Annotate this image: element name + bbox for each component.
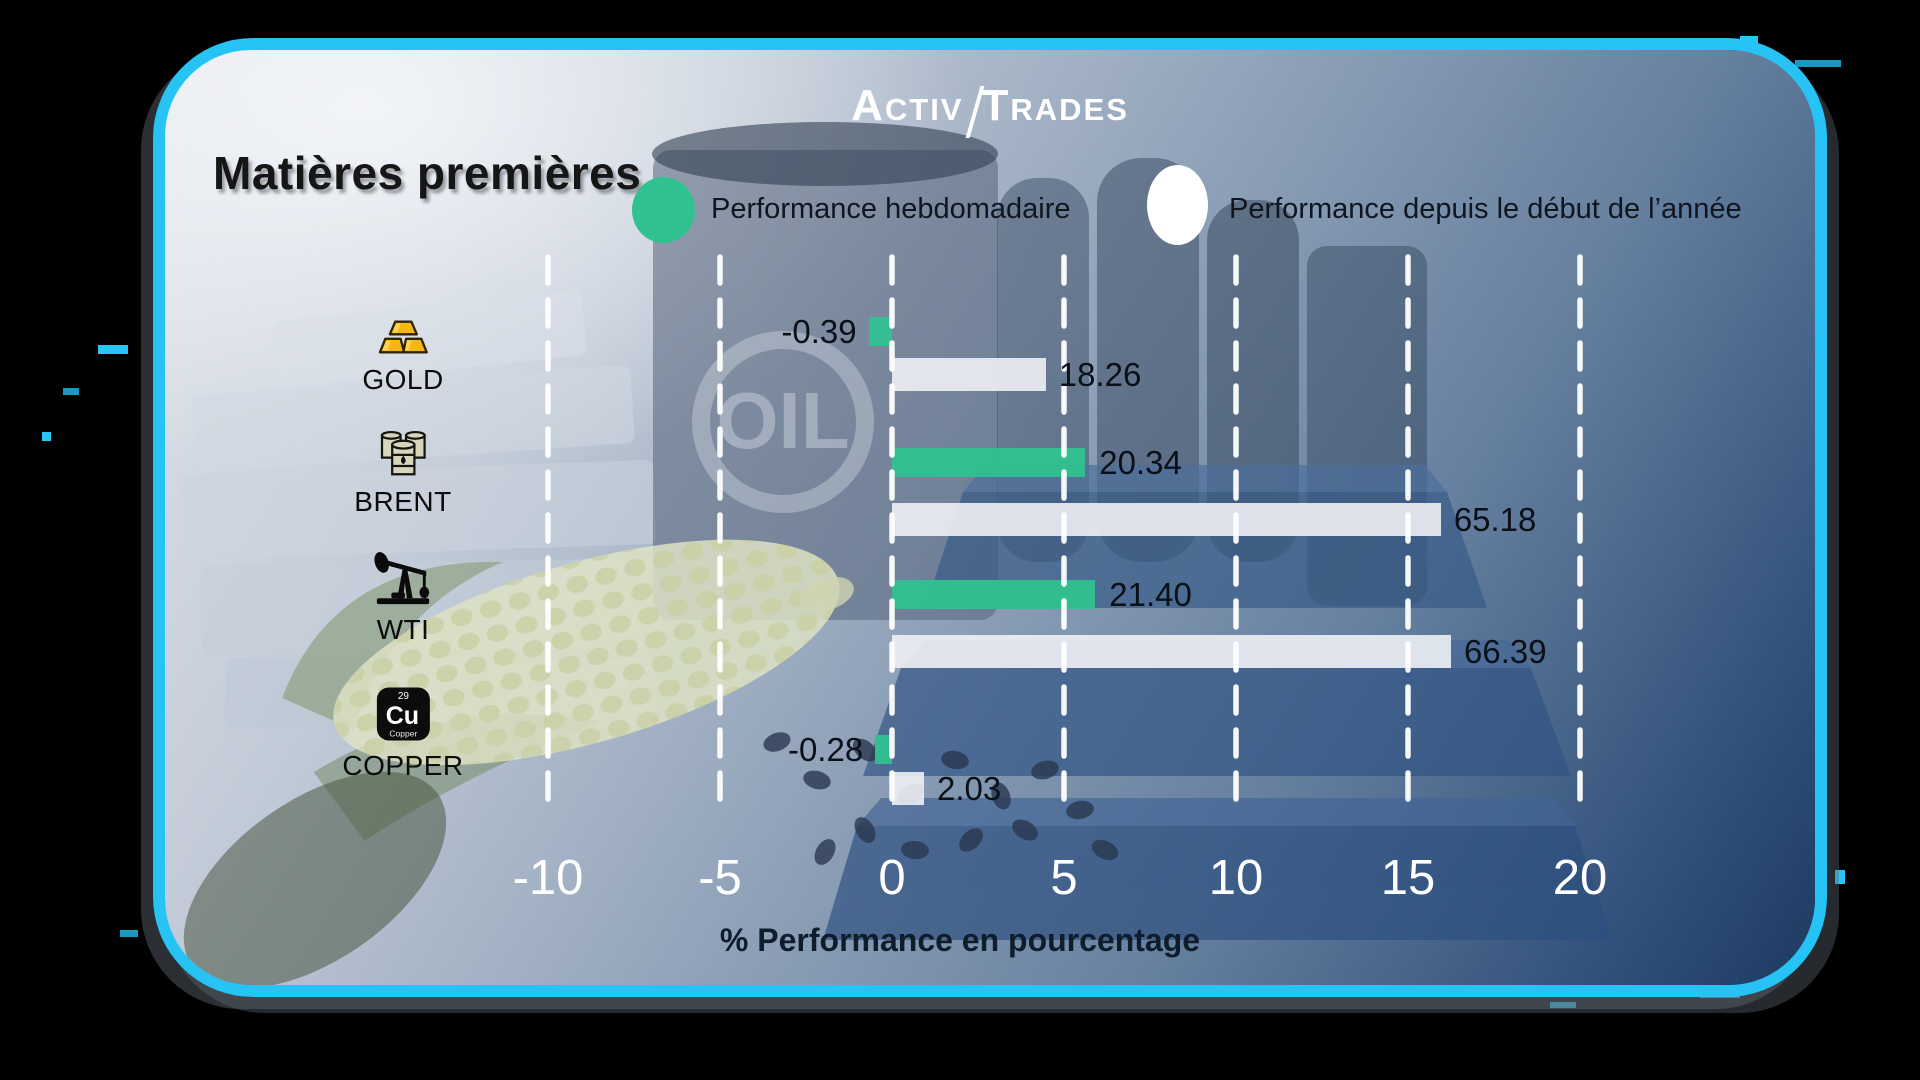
ytd-value-label: 2.03 — [937, 770, 1002, 807]
weekly-value-label: -0.28 — [787, 731, 864, 768]
gold-bars-icon — [378, 320, 428, 354]
weekly-bar — [868, 317, 892, 346]
weekly-value-label: -0.39 — [781, 313, 857, 350]
x-tick: 0 — [878, 851, 906, 905]
copper-element-icon: 29 Cu Copper — [376, 687, 430, 741]
category-label: GOLD — [362, 364, 444, 395]
x-axis-title: % Performance en pourcentage — [719, 922, 1201, 958]
husk-leaf-motif — [183, 771, 447, 985]
ytd-value-label: 66.39 — [1464, 633, 1547, 670]
chart-title: Matières premières — [213, 147, 642, 199]
svg-text:29: 29 — [397, 691, 409, 702]
category-block: BRENT — [354, 428, 451, 518]
ytd-bar — [892, 358, 1046, 391]
chart-card-background: OIL — [165, 50, 1815, 985]
legend-ytd-label: Performance depuis le début de l’année — [1229, 193, 1742, 225]
svg-text:Cu: Cu — [385, 702, 418, 730]
activtrades-logo: Activ Trades — [165, 81, 1815, 138]
x-tick: 20 — [1552, 851, 1608, 905]
category-label: COPPER — [342, 750, 464, 781]
svg-text:Copper: Copper — [389, 729, 417, 739]
legend-weekly-swatch — [632, 177, 695, 243]
weekly-bar — [875, 735, 892, 764]
category-block: 29 Cu Copper COPPER — [342, 686, 463, 782]
category-block: WTI — [372, 544, 434, 646]
weekly-bar — [892, 580, 1096, 609]
oil-text: OIL — [716, 376, 849, 465]
legend-ytd-swatch — [1147, 165, 1208, 245]
x-tick: 5 — [1050, 851, 1078, 905]
ytd-value-label: 18.26 — [1058, 356, 1142, 393]
weekly-bar — [892, 448, 1086, 477]
chart-card: OIL — [153, 38, 1827, 997]
x-tick: 10 — [1208, 851, 1264, 905]
oil-barrel-motif: OIL — [652, 122, 998, 620]
ytd-bar — [892, 635, 1451, 668]
category-label: BRENT — [354, 486, 452, 517]
logo-part-trades: Trades — [981, 81, 1129, 130]
ytd-bar — [892, 772, 924, 805]
x-tick: 15 — [1380, 851, 1436, 905]
category-block: GOLD — [362, 318, 443, 396]
legend-weekly-label: Performance hebdomadaire — [711, 193, 1071, 225]
ytd-value-label: 65.18 — [1453, 501, 1537, 538]
category-label: WTI — [376, 614, 430, 645]
weekly-value-label: 20.34 — [1099, 444, 1182, 481]
logo-part-activ: Activ — [851, 81, 964, 130]
oil-pumpjack-icon — [374, 552, 430, 605]
weekly-value-label: 21.40 — [1109, 576, 1192, 613]
x-tick: -10 — [512, 851, 584, 905]
ytd-bar — [892, 503, 1441, 536]
x-tick: -5 — [698, 851, 742, 905]
oil-barrels-icon — [380, 430, 426, 476]
